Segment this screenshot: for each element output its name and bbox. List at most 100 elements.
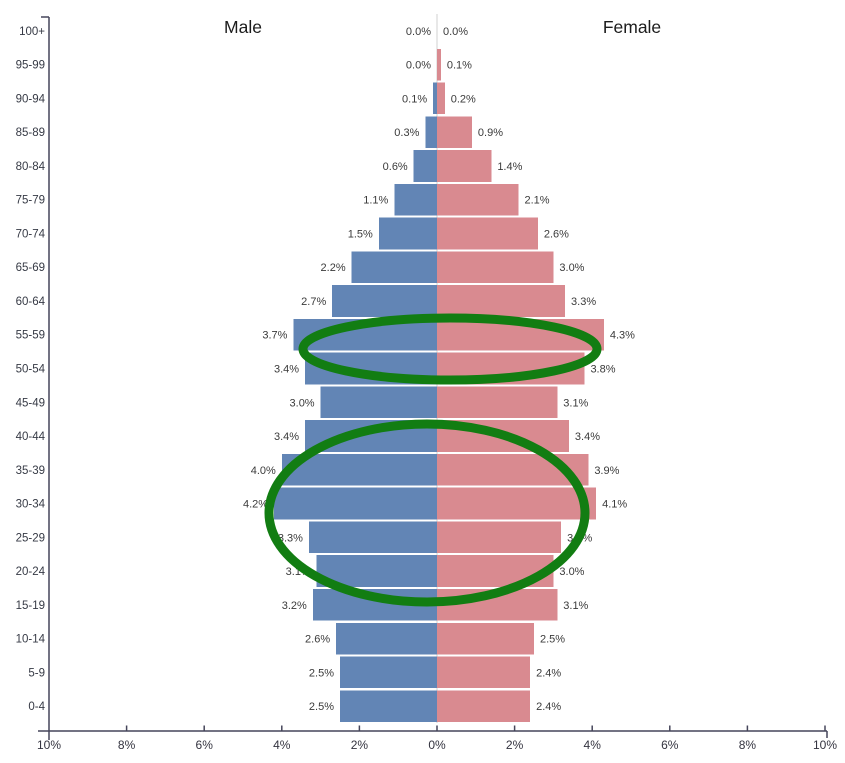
age-axis-label: 60-64 — [16, 296, 46, 308]
female-value-label: 3.0% — [559, 262, 584, 274]
female-bar — [437, 116, 472, 148]
female-bar — [437, 285, 566, 317]
female-value-label: 4.1% — [602, 499, 627, 511]
age-axis-label: 95-99 — [16, 60, 45, 72]
age-axis-label: 75-79 — [16, 195, 45, 207]
age-axis-label: 10-14 — [16, 634, 46, 646]
male-value-label: 3.7% — [262, 330, 287, 342]
age-axis-label: 30-34 — [16, 499, 46, 511]
ellipse-annotation — [264, 419, 590, 607]
male-bar — [378, 217, 437, 250]
female-value-label: 3.3% — [571, 296, 596, 308]
female-value-label: 4.3% — [610, 330, 635, 342]
male-value-label: 0.0% — [406, 60, 431, 72]
female-value-label: 3.8% — [590, 364, 615, 376]
age-axis-label: 80-84 — [16, 161, 46, 173]
age-axis-label: 35-39 — [16, 465, 45, 477]
age-axis-label: 40-44 — [16, 431, 46, 443]
female-bar — [437, 622, 534, 655]
age-axis-label: 45-49 — [16, 397, 45, 409]
male-value-label: 0.1% — [402, 93, 427, 105]
female-value-label: 2.5% — [540, 634, 565, 646]
female-value-label: 0.0% — [443, 26, 468, 38]
male-value-label: 3.0% — [290, 397, 315, 409]
male-bar — [340, 656, 437, 689]
x-axis-tick-label: 6% — [196, 738, 214, 752]
male-bar — [340, 690, 437, 722]
value-labels-layer: 0.0% 0.0% 0.0% 0.1% 0.1% 0.2% 0.3% 0.9% 0.6% 1.4%… — [243, 26, 635, 713]
female-bar — [437, 521, 562, 554]
x-axis-tick-label: 4% — [584, 738, 602, 752]
age-axis-label: 90-94 — [16, 93, 46, 105]
age-axis-label: 100+ — [19, 26, 45, 38]
male-value-label: 4.0% — [251, 465, 276, 477]
female-value-label: 3.0% — [559, 566, 584, 578]
male-value-label: 3.4% — [274, 364, 299, 376]
age-axis-label: 15-19 — [16, 600, 45, 612]
x-axis-tick-label: 6% — [661, 738, 679, 752]
age-axis-label: 85-89 — [16, 127, 45, 139]
male-value-label: 1.1% — [363, 195, 388, 207]
female-value-label: 2.4% — [536, 701, 561, 713]
female-value-label: 0.1% — [447, 60, 472, 72]
female-value-label: 2.6% — [544, 228, 569, 240]
age-axis-label: 50-54 — [16, 364, 46, 376]
female-value-label: 2.1% — [524, 195, 549, 207]
x-axis-tick-label: 4% — [273, 738, 291, 752]
male-value-label: 2.7% — [301, 296, 326, 308]
bars-layer — [274, 48, 604, 722]
female-value-label: 2.4% — [536, 667, 561, 679]
male-title: Male — [224, 17, 262, 37]
male-value-label: 2.5% — [309, 701, 334, 713]
male-value-label: 0.6% — [383, 161, 408, 173]
male-value-label: 2.6% — [305, 634, 330, 646]
x-axis-tick-label: 10% — [37, 738, 61, 752]
age-axis-label: 55-59 — [16, 330, 45, 342]
female-bar — [437, 82, 445, 115]
x-axis-tick-label: 8% — [118, 738, 136, 752]
male-bar — [332, 285, 437, 317]
male-bar — [320, 386, 437, 419]
female-bar — [437, 217, 538, 250]
male-value-label: 0.0% — [406, 26, 431, 38]
age-axis-label: 25-29 — [16, 532, 45, 544]
x-axis-tick-label: 10% — [813, 738, 837, 752]
female-bar — [437, 386, 558, 419]
female-value-label: 3.1% — [563, 600, 588, 612]
female-value-label: 3.9% — [594, 465, 619, 477]
female-title: Female — [603, 17, 661, 37]
female-value-label: 3.4% — [575, 431, 600, 443]
male-value-label: 2.5% — [309, 667, 334, 679]
age-axis-label: 0-4 — [28, 701, 45, 713]
female-bar — [437, 487, 597, 520]
x-axis-tick-label: 2% — [351, 738, 369, 752]
female-bar — [437, 690, 531, 722]
female-bar — [437, 656, 531, 689]
male-value-label: 0.3% — [394, 127, 419, 139]
female-bar — [437, 251, 554, 284]
age-axis-label: 20-24 — [16, 566, 46, 578]
x-axis-tick-label: 8% — [739, 738, 757, 752]
male-value-label: 3.2% — [282, 600, 307, 612]
x-axis-tick-label: 2% — [506, 738, 524, 752]
age-axis-label: 5-9 — [28, 667, 45, 679]
female-bar — [437, 48, 441, 81]
male-value-label: 2.2% — [321, 262, 346, 274]
male-value-label: 3.4% — [274, 431, 299, 443]
female-value-label: 1.4% — [497, 161, 522, 173]
female-value-label: 0.2% — [451, 93, 476, 105]
male-value-label: 3.3% — [278, 532, 303, 544]
female-value-label: 3.1% — [563, 397, 588, 409]
female-value-label: 0.9% — [478, 127, 503, 139]
annotations-layer — [264, 313, 602, 607]
male-value-label: 4.2% — [243, 499, 268, 511]
age-axis-label: 70-74 — [16, 228, 46, 240]
male-bar — [308, 521, 437, 554]
ellipse-annotation — [298, 313, 602, 385]
x-axis-tick-label: 0% — [428, 738, 446, 752]
age-axis-label: 65-69 — [16, 262, 45, 274]
male-bar — [425, 116, 437, 148]
female-bar — [437, 150, 492, 182]
